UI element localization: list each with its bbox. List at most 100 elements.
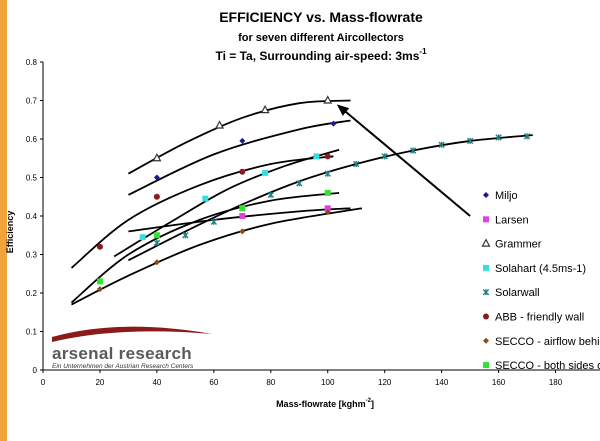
diamond-marker	[483, 337, 489, 344]
square-marker	[262, 169, 269, 176]
square-marker	[96, 278, 103, 285]
fit-curve	[127, 99, 351, 175]
circle-marker	[239, 168, 246, 175]
circle-marker	[483, 313, 489, 320]
star-marker	[409, 147, 417, 154]
logo-text: arsenal research	[52, 344, 192, 363]
chart-subtitle-2-sup: -1	[419, 47, 427, 56]
legend: Miljo Larsen Grammer Solahart (4.5ms-1) Sola…	[481, 190, 600, 372]
triangle-marker	[260, 104, 270, 114]
diamond-marker	[153, 259, 160, 266]
legend-item-label: Solarwall	[495, 287, 540, 299]
legend-item-label: SECCO - both sides of absorber	[495, 360, 600, 372]
diamond-marker	[96, 286, 103, 293]
star-marker	[353, 160, 360, 168]
y-tick-label: 0.6	[26, 135, 38, 144]
square-marker	[153, 232, 160, 239]
triangle-marker	[215, 120, 225, 129]
square-marker	[239, 213, 246, 219]
chart-subtitle: for seven different Aircollectors	[238, 32, 404, 44]
x-axis-label-sup: -2	[366, 398, 372, 404]
x-tick-label: 40	[152, 378, 161, 387]
star-marker	[210, 218, 218, 225]
star-marker	[153, 239, 161, 247]
square-marker	[324, 205, 331, 212]
star-marker	[495, 134, 502, 141]
triangle-marker	[481, 238, 491, 247]
diamond-marker	[153, 174, 160, 181]
fit-curve	[128, 134, 533, 262]
diamond-marker	[330, 120, 337, 127]
x-axis-label-text: Mass-flowrate [kghm	[276, 399, 366, 409]
x-tick-label: 0	[41, 378, 46, 387]
fit-curve	[113, 148, 340, 258]
diamond-marker	[239, 228, 246, 235]
y-tick-label: 0	[33, 366, 38, 375]
y-tick-label: 0.8	[26, 58, 38, 67]
x-axis-label-end: ]	[371, 399, 374, 409]
x-tick-label: 80	[266, 378, 275, 387]
y-tick-label: 0.5	[26, 174, 38, 183]
x-axis-label: Mass-flowrate [kghm-2]	[276, 398, 374, 409]
x-tick-label: 60	[209, 378, 218, 387]
star-marker	[267, 191, 274, 199]
arsenal-research-logo: arsenal research Ein Unternehmen der Aus…	[44, 326, 216, 370]
chart-title: EFFICIENCY vs. Mass-flowrate	[219, 9, 423, 25]
fit-curves	[70, 99, 533, 306]
star-marker	[466, 137, 474, 145]
chart-subtitle-2: Ti = Ta, Surrounding air-speed: 3ms-1	[215, 47, 427, 63]
square-marker	[313, 153, 320, 160]
legend-item-label: SECCO - airflow behind absorber	[495, 336, 600, 348]
star-marker	[381, 153, 388, 160]
legend-item-label: Grammer	[495, 239, 542, 251]
triangle-marker	[152, 152, 162, 162]
x-tick-label: 140	[435, 378, 449, 387]
legend-item-label: Solahart (4.5ms-1)	[495, 263, 586, 275]
y-axis-label: Efficiency	[5, 211, 15, 254]
x-tick-label: 20	[95, 378, 104, 387]
circle-marker	[153, 193, 160, 200]
circle-marker	[96, 243, 103, 250]
square-marker	[324, 189, 331, 196]
data-points	[96, 95, 531, 293]
fit-curve	[70, 155, 334, 269]
star-marker	[182, 232, 189, 239]
chart-subtitle-2-text: Ti = Ta, Surrounding air-speed: 3ms	[215, 49, 419, 63]
y-tick-label: 0.3	[26, 251, 38, 260]
star-marker	[482, 289, 490, 296]
star-marker	[523, 133, 531, 140]
triangle-marker	[323, 95, 333, 104]
square-marker	[483, 216, 489, 223]
y-tick-label: 0.1	[26, 328, 38, 337]
x-tick-label: 180	[549, 378, 563, 387]
legend-item-label: ABB - friendly wall	[495, 312, 584, 324]
star-marker	[296, 180, 303, 187]
square-marker	[239, 205, 246, 212]
fit-curve	[128, 119, 351, 196]
x-tick-label: 160	[492, 378, 506, 387]
legend-item-label: Miljo	[495, 190, 518, 202]
y-tick-label: 0.4	[26, 212, 38, 221]
square-marker	[483, 362, 489, 369]
star-marker	[324, 170, 331, 177]
logo-background	[44, 343, 216, 369]
logo-swoosh	[52, 326, 212, 342]
y-tick-label: 0.7	[26, 97, 38, 106]
x-tick-label: 100	[321, 378, 335, 387]
accent-strip	[0, 0, 7, 441]
diamond-marker	[483, 192, 489, 198]
square-marker	[139, 234, 146, 241]
logo-tagline: Ein Unternehmen der Austrian Research Ce…	[52, 363, 194, 370]
diamond-marker	[324, 209, 331, 216]
fit-curve	[70, 192, 340, 304]
x-tick-label: 120	[378, 378, 392, 387]
x-axis-ticks: 0 20 40 60 80 100 120 140 160 180	[41, 370, 563, 387]
square-marker	[483, 264, 489, 271]
legend-item-label: Larsen	[495, 214, 529, 226]
square-marker	[202, 195, 209, 202]
annotation-arrow	[336, 104, 471, 217]
y-tick-label: 0.2	[26, 289, 38, 298]
circle-marker	[324, 153, 331, 160]
diamond-marker	[239, 137, 246, 144]
